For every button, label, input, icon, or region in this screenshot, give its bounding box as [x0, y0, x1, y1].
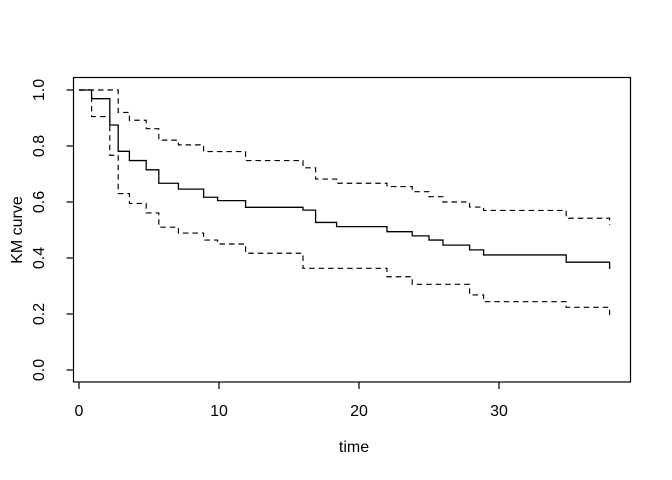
- series-km-estimate: [79, 89, 611, 269]
- x-tick-label: 10: [210, 403, 228, 420]
- x-tick-label: 0: [75, 403, 84, 420]
- plot-generated-layer: 0 10 20 30 0.0 0.2 0.4 0.6 0.8 1.0: [31, 76, 632, 420]
- x-axis-title: time: [339, 439, 369, 456]
- y-tick-label: 0.0: [31, 359, 48, 381]
- x-tick-label: 30: [490, 403, 508, 420]
- plot-box: [72, 76, 632, 383]
- y-axis-title: KM curve: [9, 196, 26, 264]
- y-tick-label: 0.2: [31, 303, 48, 325]
- series-lower-ci: [79, 89, 611, 316]
- y-tick-label: 0.8: [31, 135, 48, 157]
- y-tick-label: 0.6: [31, 191, 48, 213]
- y-tick-label: 0.4: [31, 247, 48, 269]
- x-tick-label: 20: [350, 403, 368, 420]
- y-tick-label: 1.0: [31, 79, 48, 101]
- series-upper-ci: [79, 89, 611, 225]
